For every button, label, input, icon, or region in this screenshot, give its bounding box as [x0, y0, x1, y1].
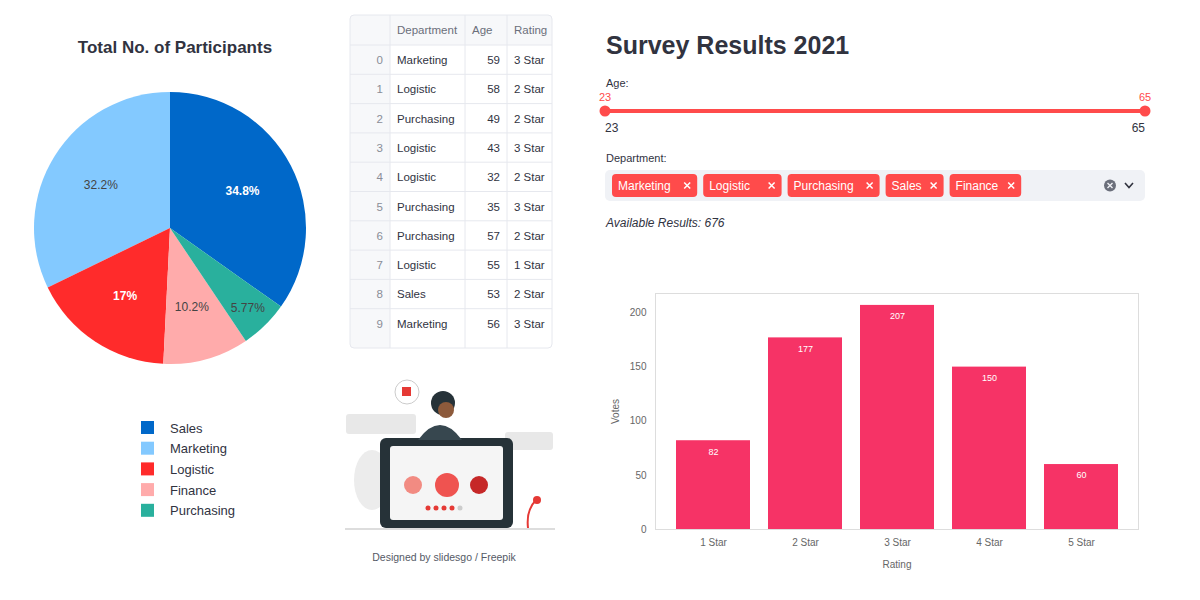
svg-text:Marketing: Marketing — [618, 179, 671, 193]
svg-text:43: 43 — [487, 142, 500, 154]
svg-text:Purchasing: Purchasing — [397, 230, 455, 242]
svg-text:Total No. of Participants: Total No. of Participants — [78, 38, 272, 57]
svg-text:Marketing: Marketing — [397, 318, 448, 330]
svg-text:207: 207 — [890, 311, 905, 321]
svg-text:3 Star: 3 Star — [514, 318, 545, 330]
svg-text:32.2%: 32.2% — [84, 178, 118, 192]
svg-text:4 Star: 4 Star — [976, 537, 1003, 548]
svg-text:59: 59 — [487, 54, 500, 66]
svg-text:65: 65 — [1132, 121, 1146, 135]
svg-text:200: 200 — [630, 307, 647, 318]
svg-text:17%: 17% — [113, 289, 137, 303]
svg-text:7: 7 — [377, 259, 383, 271]
svg-text:4: 4 — [377, 171, 384, 183]
svg-text:57: 57 — [487, 230, 500, 242]
svg-text:65: 65 — [1139, 91, 1151, 103]
svg-text:Purchasing: Purchasing — [170, 503, 235, 518]
svg-text:50: 50 — [635, 470, 647, 481]
svg-text:150: 150 — [982, 373, 997, 383]
svg-text:3 Star: 3 Star — [884, 537, 911, 548]
svg-text:55: 55 — [487, 259, 500, 271]
svg-text:1 Star: 1 Star — [700, 537, 727, 548]
svg-text:2 Star: 2 Star — [514, 288, 545, 300]
svg-text:Department:: Department: — [606, 152, 667, 164]
svg-text:10.2%: 10.2% — [175, 300, 209, 314]
svg-text:8: 8 — [377, 288, 383, 300]
svg-text:53: 53 — [487, 288, 500, 300]
svg-text:5: 5 — [377, 201, 383, 213]
svg-text:32: 32 — [487, 171, 500, 183]
svg-text:82: 82 — [708, 447, 718, 457]
svg-text:Marketing: Marketing — [170, 441, 227, 456]
svg-text:2 Star: 2 Star — [514, 113, 545, 125]
svg-text:Votes: Votes — [610, 399, 621, 424]
svg-text:Designed by slidesgo / Freepik: Designed by slidesgo / Freepik — [372, 551, 516, 563]
svg-text:Logistic: Logistic — [709, 179, 750, 193]
svg-text:177: 177 — [798, 344, 813, 354]
svg-text:Finance: Finance — [170, 483, 216, 498]
svg-text:100: 100 — [630, 415, 647, 426]
svg-text:23: 23 — [605, 121, 619, 135]
svg-text:Sales: Sales — [892, 179, 922, 193]
svg-text:3: 3 — [377, 142, 383, 154]
svg-text:Logistic: Logistic — [170, 462, 215, 477]
svg-text:150: 150 — [630, 361, 647, 372]
svg-text:Logistic: Logistic — [397, 171, 436, 183]
svg-text:35: 35 — [487, 201, 500, 213]
svg-text:Logistic: Logistic — [397, 83, 436, 95]
svg-text:2 Star: 2 Star — [514, 83, 545, 95]
svg-text:3 Star: 3 Star — [514, 54, 545, 66]
svg-text:2 Star: 2 Star — [514, 230, 545, 242]
svg-text:Finance: Finance — [956, 179, 999, 193]
svg-text:3 Star: 3 Star — [514, 142, 545, 154]
svg-text:3 Star: 3 Star — [514, 201, 545, 213]
svg-text:56: 56 — [487, 318, 500, 330]
svg-text:Logistic: Logistic — [397, 259, 436, 271]
svg-text:23: 23 — [599, 91, 611, 103]
svg-text:0: 0 — [377, 54, 383, 66]
svg-text:2: 2 — [377, 113, 383, 125]
svg-text:Sales: Sales — [397, 288, 426, 300]
svg-text:Sales: Sales — [170, 421, 203, 436]
svg-text:Department: Department — [397, 24, 458, 36]
svg-text:2 Star: 2 Star — [792, 537, 819, 548]
svg-text:Purchasing: Purchasing — [397, 113, 455, 125]
svg-text:Rating: Rating — [883, 559, 912, 570]
svg-text:Marketing: Marketing — [397, 54, 448, 66]
svg-text:Survey Results 2021: Survey Results 2021 — [606, 31, 849, 59]
svg-text:34.8%: 34.8% — [225, 184, 259, 198]
svg-text:6: 6 — [377, 230, 383, 242]
svg-text:5.77%: 5.77% — [231, 301, 265, 315]
svg-text:Purchasing: Purchasing — [794, 179, 854, 193]
svg-text:9: 9 — [377, 318, 383, 330]
svg-text:2 Star: 2 Star — [514, 171, 545, 183]
svg-text:60: 60 — [1076, 470, 1086, 480]
svg-text:Age:: Age: — [606, 77, 629, 89]
svg-text:Logistic: Logistic — [397, 142, 436, 154]
svg-text:1 Star: 1 Star — [514, 259, 545, 271]
svg-text:5 Star: 5 Star — [1068, 537, 1095, 548]
svg-text:49: 49 — [487, 113, 500, 125]
svg-text:1: 1 — [377, 83, 383, 95]
svg-text:Rating: Rating — [514, 24, 547, 36]
svg-text:58: 58 — [487, 83, 500, 95]
svg-text:Available Results: 676: Available Results: 676 — [605, 216, 725, 230]
svg-text:0: 0 — [641, 524, 647, 535]
svg-text:Age: Age — [472, 24, 492, 36]
svg-text:Purchasing: Purchasing — [397, 201, 455, 213]
